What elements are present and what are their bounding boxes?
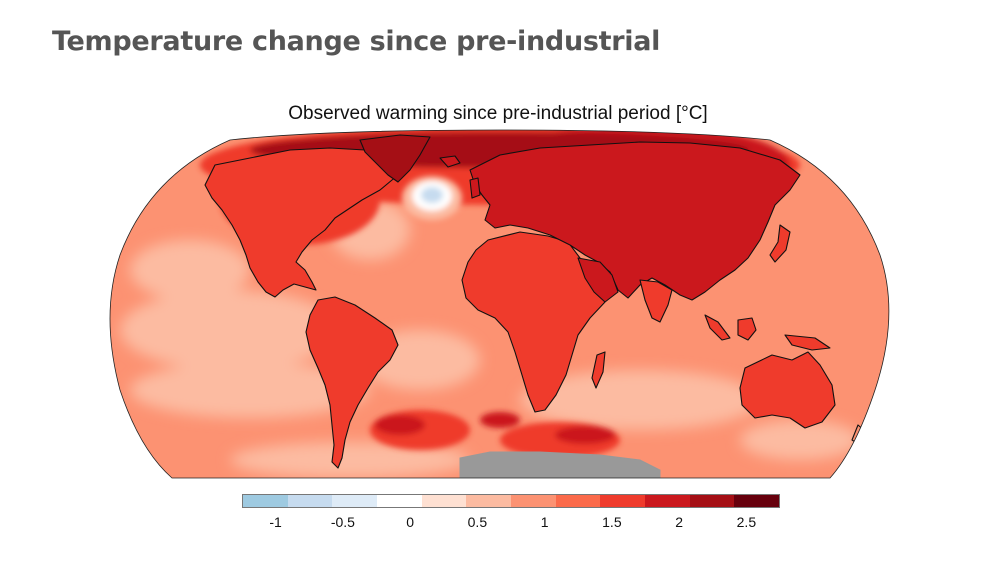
colorbar-segment <box>645 495 690 507</box>
great-britain <box>469 177 481 199</box>
new-guinea <box>784 334 831 351</box>
colorbar-ticks: -1 -0.5 0 0.5 1 1.5 2 2.5 <box>242 514 780 534</box>
greenland <box>359 134 431 183</box>
colorbar-tick-label: 1 <box>540 514 549 530</box>
colorbar-tick-label: -1 <box>269 514 282 530</box>
colorbar-segment <box>600 495 646 507</box>
colorbar-segment <box>377 495 422 507</box>
map-title-text: Observed warming since pre-industrial pe… <box>288 103 708 124</box>
colorbar-tick-label: 0 <box>406 514 415 530</box>
india <box>639 279 673 323</box>
madagascar <box>591 351 606 389</box>
borneo <box>737 317 757 341</box>
colorbar-tick-label: 2 <box>675 514 684 530</box>
continents <box>204 134 867 469</box>
cool-bands <box>120 200 860 478</box>
colorbar-segment <box>555 495 601 507</box>
colorbar <box>242 494 780 508</box>
japan <box>769 224 791 263</box>
colorbar-tick-label: 2.5 <box>736 514 757 530</box>
eurasia <box>469 141 801 301</box>
temperature-field <box>110 130 889 478</box>
arabian-peninsula <box>577 257 619 303</box>
south-america <box>305 296 399 469</box>
globe-outline <box>109 129 890 479</box>
page-title: Temperature change since pre-industrial <box>52 26 661 57</box>
colorbar-segment <box>511 495 556 507</box>
colorbar-segment <box>421 495 467 507</box>
sumatra <box>704 314 731 341</box>
map-title: Observed warming since pre-industrial pe… <box>0 103 1000 125</box>
antarctica-no-data <box>459 451 661 478</box>
australia <box>739 351 836 429</box>
colorbar-segment <box>689 495 735 507</box>
colorbar-tick-label: -0.5 <box>330 514 355 530</box>
colorbar-tick-label: 1.5 <box>602 514 622 530</box>
colorbar-segment <box>734 495 780 507</box>
north-atlantic-cold-blob <box>402 176 462 220</box>
iceland <box>439 155 461 168</box>
colorbar-tick-label: 0.5 <box>467 514 488 530</box>
colorbar-segment <box>466 495 512 507</box>
colorbar-segment <box>243 495 288 507</box>
colorbar-segment <box>287 495 333 507</box>
colorbar-segment <box>332 495 378 507</box>
